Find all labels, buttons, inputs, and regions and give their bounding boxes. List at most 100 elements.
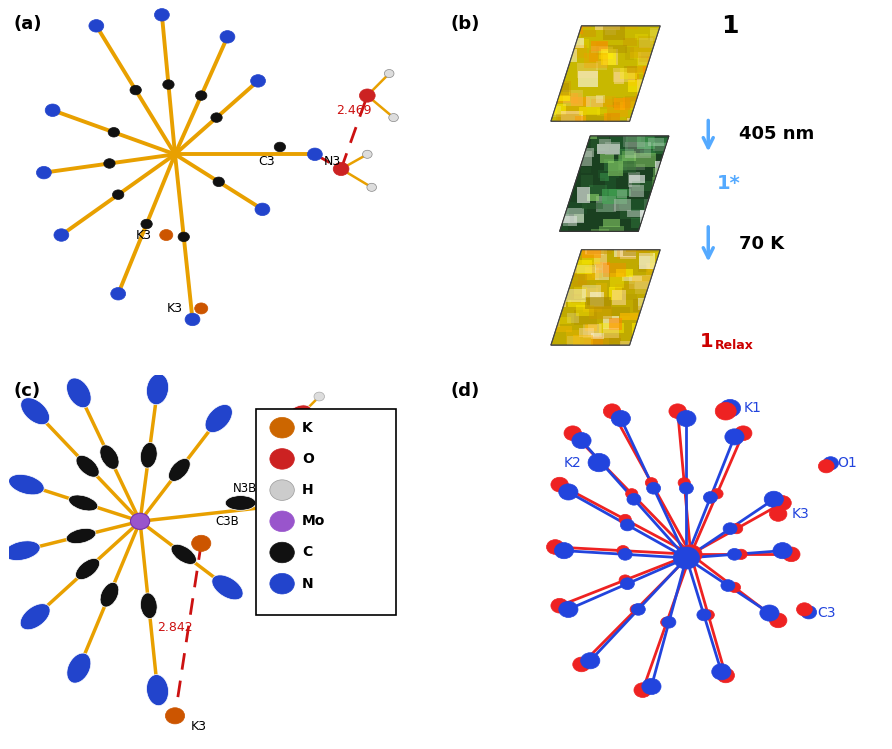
Circle shape xyxy=(634,683,651,697)
Polygon shape xyxy=(638,249,653,255)
Circle shape xyxy=(162,80,174,89)
Polygon shape xyxy=(632,181,656,190)
Polygon shape xyxy=(635,282,654,294)
Polygon shape xyxy=(599,46,613,58)
Text: (b): (b) xyxy=(450,15,480,33)
Polygon shape xyxy=(613,103,637,109)
Polygon shape xyxy=(543,148,563,156)
Polygon shape xyxy=(625,97,643,110)
Polygon shape xyxy=(562,11,578,27)
Polygon shape xyxy=(649,334,669,346)
Polygon shape xyxy=(623,240,636,256)
Polygon shape xyxy=(535,275,551,291)
Circle shape xyxy=(728,548,741,560)
Polygon shape xyxy=(630,52,641,58)
Circle shape xyxy=(662,616,676,628)
Text: K1: K1 xyxy=(743,401,761,414)
Polygon shape xyxy=(597,109,607,116)
Polygon shape xyxy=(559,264,569,273)
Polygon shape xyxy=(650,252,665,268)
Polygon shape xyxy=(644,143,667,154)
Text: (d): (d) xyxy=(450,382,480,400)
Text: 1: 1 xyxy=(722,13,739,38)
Circle shape xyxy=(619,575,632,585)
Circle shape xyxy=(673,547,699,569)
Polygon shape xyxy=(587,194,599,201)
Polygon shape xyxy=(572,275,582,286)
Polygon shape xyxy=(537,72,548,88)
Polygon shape xyxy=(586,96,603,106)
Circle shape xyxy=(192,536,211,551)
Polygon shape xyxy=(632,101,647,109)
Polygon shape xyxy=(550,244,559,259)
Polygon shape xyxy=(648,138,664,146)
Circle shape xyxy=(251,75,266,87)
Polygon shape xyxy=(546,28,556,37)
Circle shape xyxy=(630,604,642,614)
Text: O: O xyxy=(301,452,314,466)
Polygon shape xyxy=(631,199,648,211)
Polygon shape xyxy=(651,178,662,188)
Circle shape xyxy=(384,70,394,78)
Polygon shape xyxy=(627,67,649,73)
Polygon shape xyxy=(603,328,619,338)
Ellipse shape xyxy=(169,458,190,482)
Polygon shape xyxy=(573,142,591,147)
Polygon shape xyxy=(619,163,645,170)
Circle shape xyxy=(647,482,661,494)
Polygon shape xyxy=(598,170,619,178)
Polygon shape xyxy=(634,153,657,167)
Text: K: K xyxy=(301,421,312,434)
Polygon shape xyxy=(540,232,549,242)
Polygon shape xyxy=(620,341,639,354)
Circle shape xyxy=(220,31,235,43)
Polygon shape xyxy=(540,99,558,113)
Polygon shape xyxy=(625,142,651,158)
Polygon shape xyxy=(531,7,552,23)
Polygon shape xyxy=(574,281,591,296)
Polygon shape xyxy=(553,265,573,282)
Polygon shape xyxy=(537,78,559,88)
Polygon shape xyxy=(644,75,654,88)
Polygon shape xyxy=(644,199,656,210)
Polygon shape xyxy=(640,55,648,62)
Circle shape xyxy=(45,104,60,117)
Polygon shape xyxy=(584,53,607,68)
Polygon shape xyxy=(654,136,674,142)
Polygon shape xyxy=(554,326,572,333)
Polygon shape xyxy=(550,320,560,327)
Circle shape xyxy=(551,598,568,613)
Polygon shape xyxy=(589,306,613,319)
Polygon shape xyxy=(648,57,660,66)
Polygon shape xyxy=(588,324,602,337)
Circle shape xyxy=(760,605,779,621)
Polygon shape xyxy=(560,17,578,32)
Circle shape xyxy=(270,449,294,469)
Polygon shape xyxy=(579,107,600,115)
Polygon shape xyxy=(591,333,604,339)
Polygon shape xyxy=(580,151,592,166)
Circle shape xyxy=(334,163,349,175)
Polygon shape xyxy=(585,240,600,254)
Polygon shape xyxy=(605,178,616,195)
Polygon shape xyxy=(586,288,599,297)
Polygon shape xyxy=(547,194,569,204)
Polygon shape xyxy=(637,105,653,121)
Polygon shape xyxy=(635,116,656,124)
Polygon shape xyxy=(588,345,597,356)
Ellipse shape xyxy=(100,583,119,607)
Polygon shape xyxy=(540,240,559,255)
Circle shape xyxy=(721,580,735,592)
Polygon shape xyxy=(571,260,592,274)
Polygon shape xyxy=(640,151,655,156)
Polygon shape xyxy=(555,49,576,61)
Polygon shape xyxy=(597,262,610,273)
Polygon shape xyxy=(630,275,654,289)
Circle shape xyxy=(801,606,817,619)
Polygon shape xyxy=(618,155,636,170)
Polygon shape xyxy=(582,8,604,22)
Circle shape xyxy=(389,114,399,121)
Ellipse shape xyxy=(76,455,99,477)
Text: K3: K3 xyxy=(791,507,809,521)
Polygon shape xyxy=(591,229,609,240)
